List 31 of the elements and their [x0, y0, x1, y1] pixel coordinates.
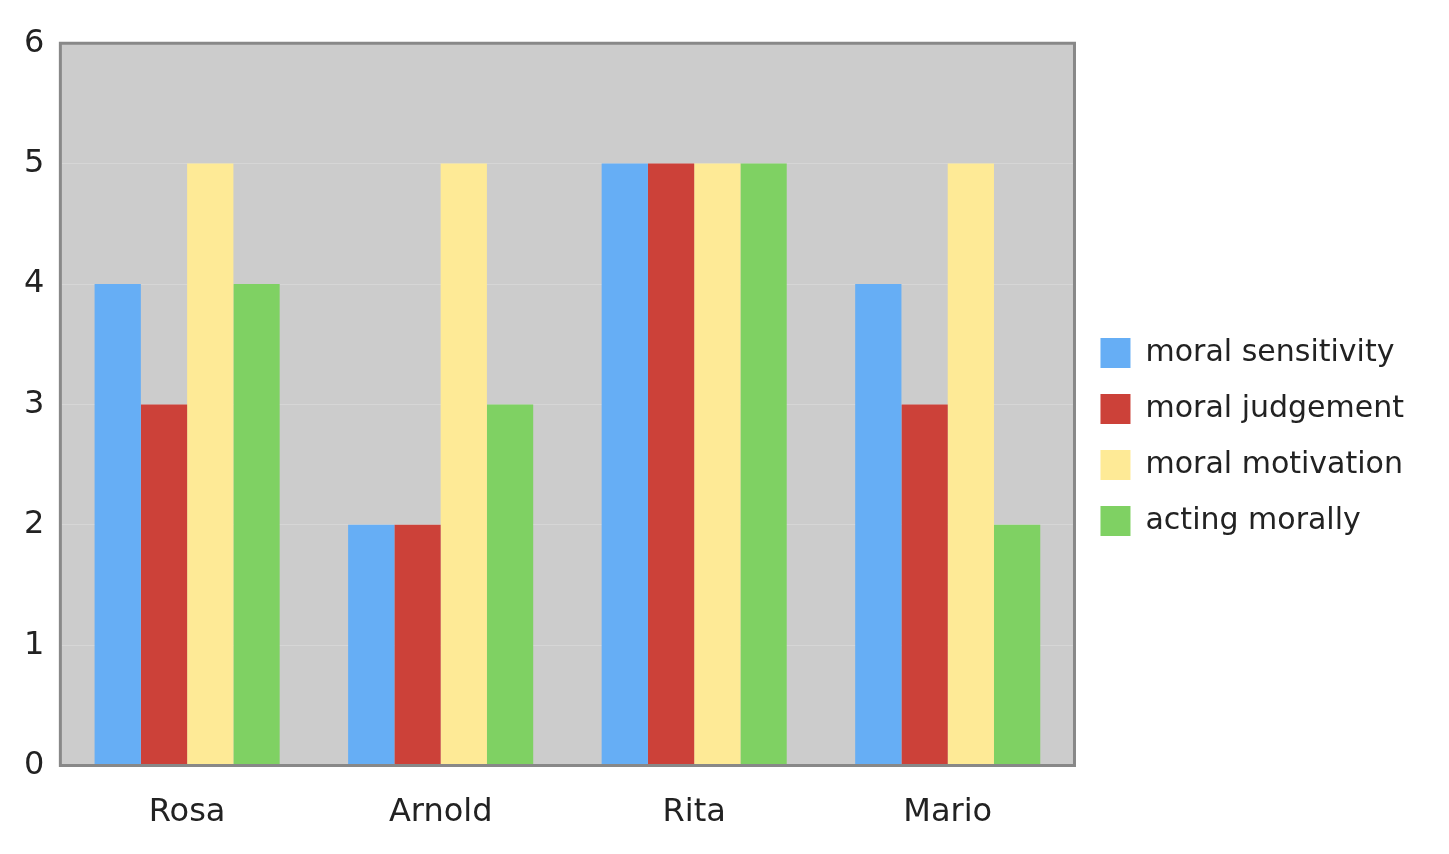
bar [601, 163, 648, 766]
legend-label: moral sensitivity [1145, 332, 1395, 368]
legend-label: moral motivation [1145, 444, 1403, 480]
bar [140, 404, 188, 766]
bar [94, 284, 141, 766]
bar [855, 284, 902, 766]
y-tick-label: 1 [24, 623, 45, 662]
y-tick-label: 3 [24, 382, 45, 421]
y-tick-label: 2 [24, 503, 45, 542]
bar [740, 163, 787, 766]
bar [694, 163, 741, 766]
bar [947, 163, 994, 766]
legend-label: acting morally [1145, 500, 1361, 536]
bar [993, 524, 1041, 766]
bar [647, 163, 695, 766]
x-tick-label: Rosa [148, 791, 226, 830]
bar [187, 163, 234, 766]
x-tick-label: Rita [662, 791, 726, 830]
bar [486, 404, 534, 766]
y-tick-label: 4 [24, 262, 45, 301]
legend-label: moral judgement [1145, 388, 1405, 424]
bar [901, 404, 948, 766]
x-tick-label: Arnold [388, 791, 493, 830]
x-tick-label: Mario [903, 791, 993, 830]
bar [233, 284, 280, 766]
bar [348, 524, 395, 766]
y-tick-label: 6 [24, 21, 45, 60]
bar [394, 524, 441, 766]
y-tick-label: 0 [24, 743, 45, 782]
y-tick-label: 5 [24, 141, 45, 180]
bar [440, 163, 487, 766]
